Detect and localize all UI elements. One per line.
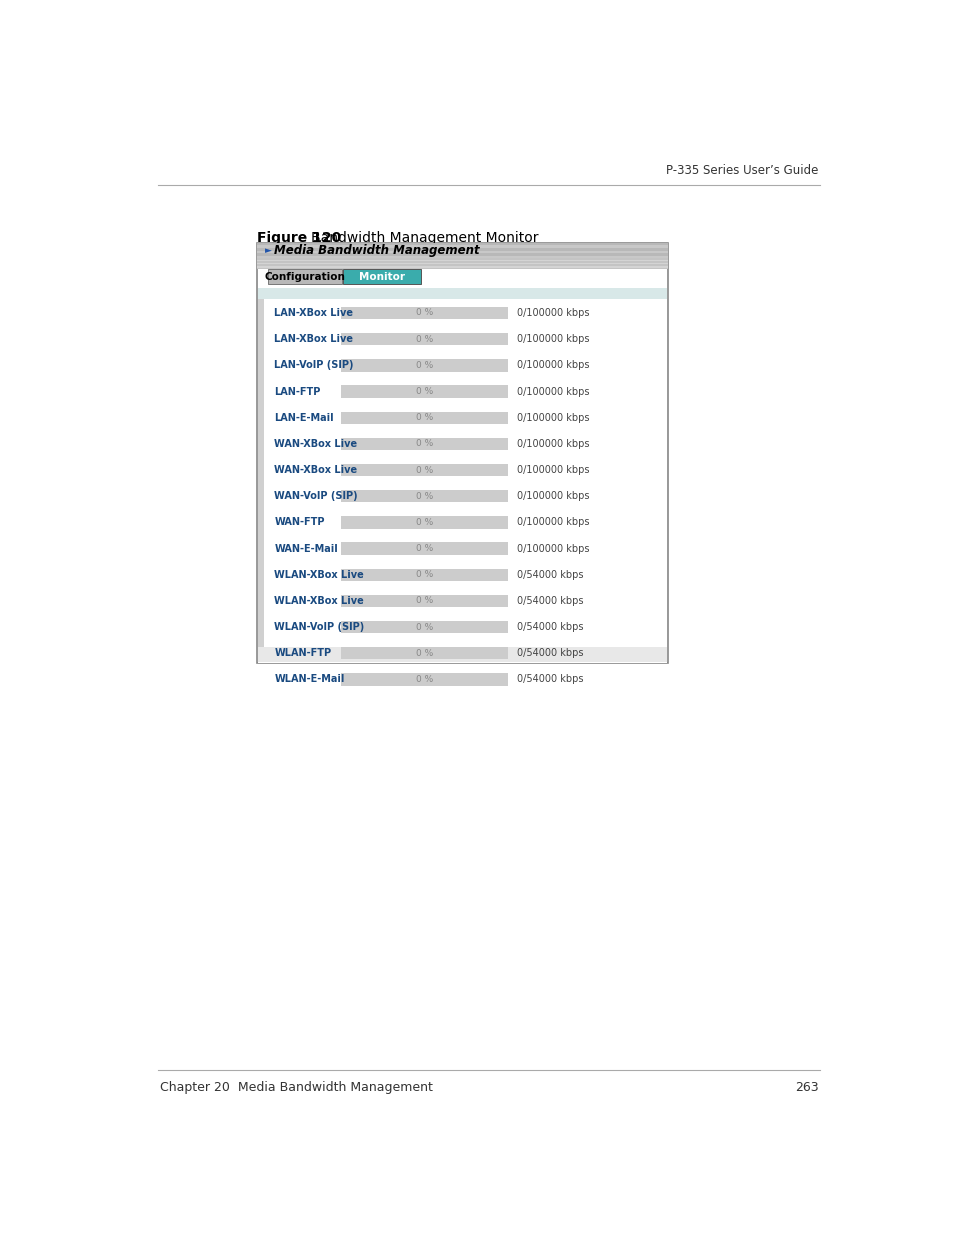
Text: 0/54000 kbps: 0/54000 kbps xyxy=(517,622,582,632)
Text: WAN-XBox Live: WAN-XBox Live xyxy=(274,466,357,475)
Text: 0 %: 0 % xyxy=(416,466,433,474)
Bar xyxy=(257,251,667,253)
Bar xyxy=(257,246,667,248)
Text: 263: 263 xyxy=(794,1082,818,1094)
Text: 0 %: 0 % xyxy=(416,517,433,527)
Bar xyxy=(257,259,667,262)
Text: 0 %: 0 % xyxy=(416,387,433,396)
Text: 0/100000 kbps: 0/100000 kbps xyxy=(517,492,589,501)
Bar xyxy=(257,269,666,662)
Text: Figure 120: Figure 120 xyxy=(257,231,341,245)
Text: 0 %: 0 % xyxy=(416,622,433,631)
Text: 0 %: 0 % xyxy=(416,648,433,658)
Text: LAN-VoIP (SIP): LAN-VoIP (SIP) xyxy=(274,361,354,370)
Bar xyxy=(257,258,667,259)
Text: WAN-VoIP (SIP): WAN-VoIP (SIP) xyxy=(274,492,357,501)
Bar xyxy=(340,490,507,503)
Text: Bandwidth Management Monitor: Bandwidth Management Monitor xyxy=(311,231,538,245)
Text: 0/54000 kbps: 0/54000 kbps xyxy=(517,569,582,579)
Text: 0/100000 kbps: 0/100000 kbps xyxy=(517,308,589,317)
Bar xyxy=(257,243,667,246)
Bar xyxy=(257,284,666,288)
Bar xyxy=(257,288,666,299)
Bar xyxy=(340,516,507,529)
Bar xyxy=(257,253,667,256)
Text: 0 %: 0 % xyxy=(416,361,433,369)
Text: LAN-E-Mail: LAN-E-Mail xyxy=(274,412,334,422)
Text: WAN-XBox Live: WAN-XBox Live xyxy=(274,438,357,448)
Text: 0/100000 kbps: 0/100000 kbps xyxy=(517,361,589,370)
Bar xyxy=(340,464,507,477)
Bar xyxy=(257,266,667,268)
Bar xyxy=(343,269,420,284)
Text: 0 %: 0 % xyxy=(416,414,433,422)
Text: 0/54000 kbps: 0/54000 kbps xyxy=(517,648,582,658)
Text: P-335 Series User’s Guide: P-335 Series User’s Guide xyxy=(665,164,818,178)
Text: Configuration: Configuration xyxy=(264,272,345,282)
Text: 0 %: 0 % xyxy=(416,676,433,684)
Bar xyxy=(257,243,667,258)
Text: LAN-XBox Live: LAN-XBox Live xyxy=(274,308,353,317)
Text: 0 %: 0 % xyxy=(416,545,433,553)
Bar xyxy=(340,595,507,608)
Bar xyxy=(257,268,667,269)
Text: 0/100000 kbps: 0/100000 kbps xyxy=(517,543,589,553)
Text: 0/100000 kbps: 0/100000 kbps xyxy=(517,335,589,345)
Text: 0 %: 0 % xyxy=(416,335,433,343)
Bar xyxy=(257,262,667,263)
Text: Chapter 20  Media Bandwidth Management: Chapter 20 Media Bandwidth Management xyxy=(159,1082,432,1094)
Text: WLAN-E-Mail: WLAN-E-Mail xyxy=(274,674,344,684)
Text: Media Bandwidth Management: Media Bandwidth Management xyxy=(274,245,479,257)
Text: 0/54000 kbps: 0/54000 kbps xyxy=(517,597,582,606)
Text: LAN-XBox Live: LAN-XBox Live xyxy=(274,335,353,345)
Bar xyxy=(340,673,507,685)
Bar xyxy=(340,542,507,555)
Text: 0/100000 kbps: 0/100000 kbps xyxy=(517,387,589,396)
Bar xyxy=(340,411,507,424)
Bar xyxy=(257,243,667,662)
Bar xyxy=(257,264,667,266)
Bar xyxy=(340,306,507,319)
Bar xyxy=(257,248,667,251)
Text: ►: ► xyxy=(265,246,272,256)
Text: 0/100000 kbps: 0/100000 kbps xyxy=(517,517,589,527)
Bar xyxy=(340,437,507,450)
Text: WAN-FTP: WAN-FTP xyxy=(274,517,324,527)
Bar xyxy=(340,359,507,372)
Text: WLAN-XBox Live: WLAN-XBox Live xyxy=(274,569,364,579)
Bar xyxy=(340,647,507,659)
Bar xyxy=(340,333,507,346)
Text: 0/100000 kbps: 0/100000 kbps xyxy=(517,412,589,422)
Text: 0/100000 kbps: 0/100000 kbps xyxy=(517,438,589,448)
Bar xyxy=(340,385,507,398)
Text: 0/54000 kbps: 0/54000 kbps xyxy=(517,674,582,684)
Bar xyxy=(340,568,507,580)
Text: 0/100000 kbps: 0/100000 kbps xyxy=(517,466,589,475)
Bar xyxy=(257,256,667,258)
Text: WLAN-XBox Live: WLAN-XBox Live xyxy=(274,597,364,606)
Text: WLAN-VoIP (SIP): WLAN-VoIP (SIP) xyxy=(274,622,364,632)
Text: 0 %: 0 % xyxy=(416,440,433,448)
Bar xyxy=(257,288,264,662)
Text: 0 %: 0 % xyxy=(416,597,433,605)
Bar xyxy=(268,269,341,284)
Text: 0 %: 0 % xyxy=(416,571,433,579)
Text: 0 %: 0 % xyxy=(416,492,433,500)
Bar xyxy=(257,263,667,264)
Text: WLAN-FTP: WLAN-FTP xyxy=(274,648,331,658)
Text: WAN-E-Mail: WAN-E-Mail xyxy=(274,543,337,553)
Bar xyxy=(257,647,666,662)
Text: Monitor: Monitor xyxy=(358,272,405,282)
Text: 0 %: 0 % xyxy=(416,309,433,317)
Text: LAN-FTP: LAN-FTP xyxy=(274,387,320,396)
Bar xyxy=(340,621,507,634)
